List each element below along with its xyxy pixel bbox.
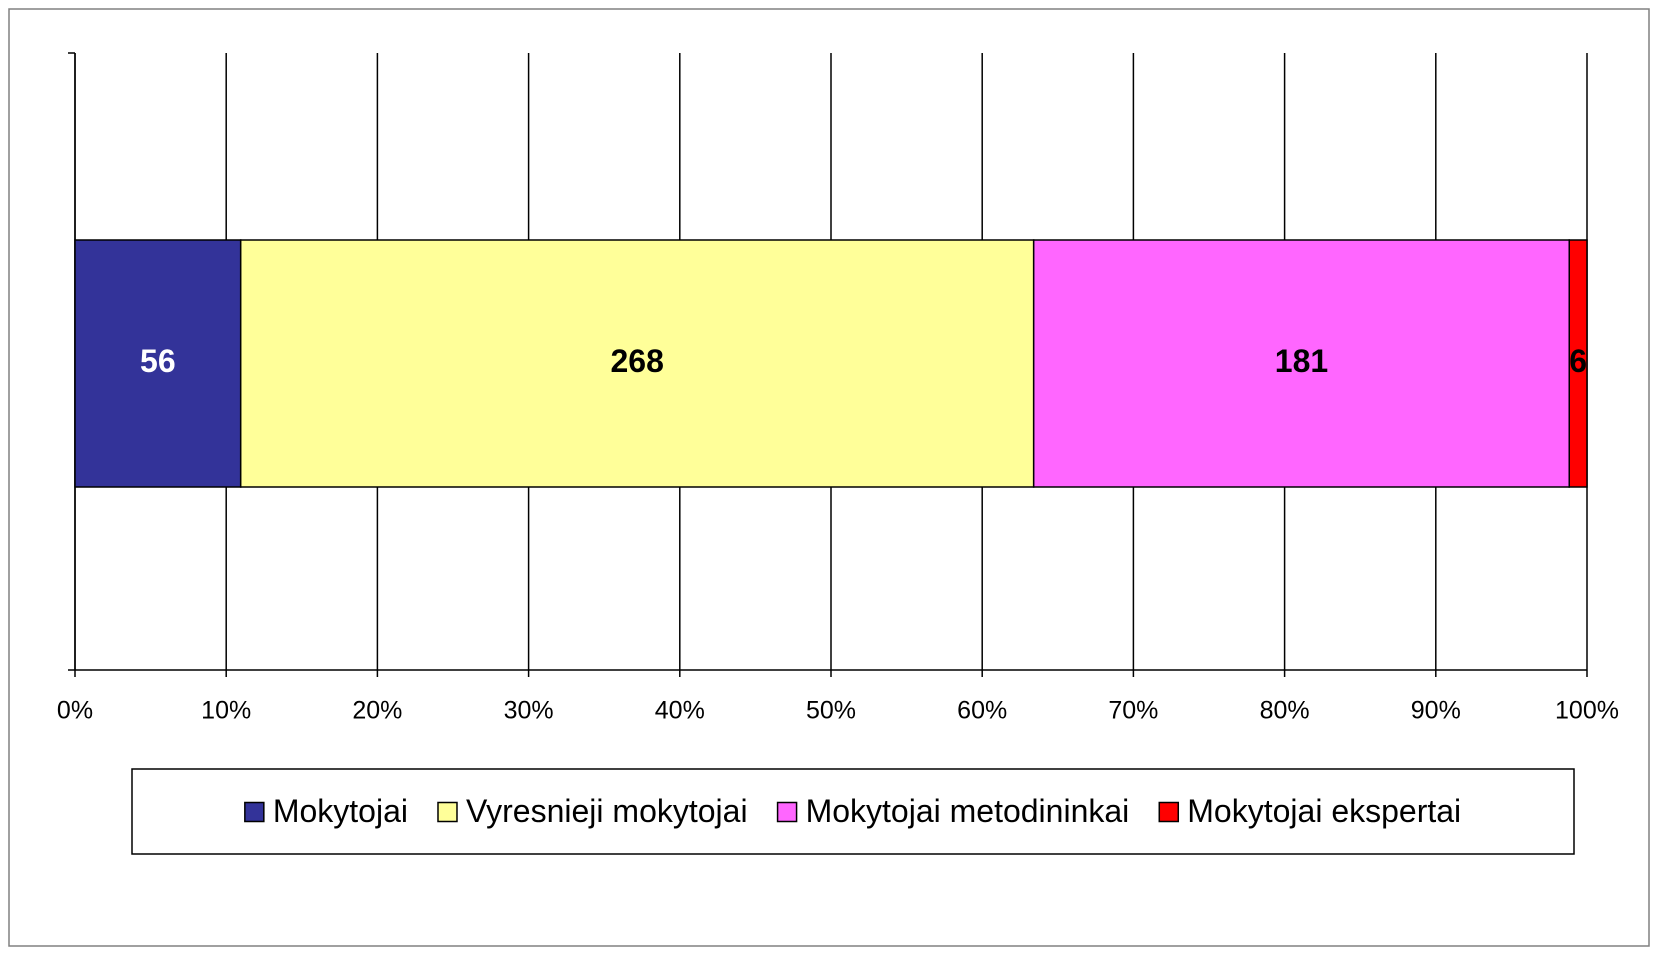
x-tick-label: 60% [957, 697, 1007, 725]
x-tick-label: 90% [1411, 697, 1461, 725]
x-tick-label: 20% [352, 697, 402, 725]
legend: Mokytojai Vyresnieji mokytojai Mokytojai m… [244, 793, 1461, 829]
legend-label: Vyresnieji mokytojai [466, 793, 748, 829]
legend-label: Mokytojai ekspertai [1187, 793, 1461, 829]
x-tick-label: 70% [1108, 697, 1158, 725]
x-tick-label: 40% [655, 697, 705, 725]
x-tick-label: 50% [806, 697, 856, 725]
x-tick-label: 30% [504, 697, 554, 725]
data-label: 6 [1569, 343, 1587, 379]
legend-label: Mokytojai metodininkai [806, 793, 1130, 829]
legend-swatch [776, 801, 798, 823]
bar-segment [1032, 239, 1570, 488]
legend-box [131, 768, 1575, 855]
legend-swatch [244, 801, 265, 823]
legend-label: Mokytojai [273, 793, 408, 829]
data-label: 181 [1275, 343, 1328, 379]
bar-segment [239, 239, 1035, 488]
legend-swatch [437, 801, 458, 823]
x-tick-label: 80% [1260, 697, 1310, 725]
bar-segment [1568, 239, 1588, 488]
legend-swatch [1158, 801, 1180, 823]
x-tick-label: 0% [57, 697, 93, 725]
x-tick-label: 10% [201, 697, 251, 725]
bar-segment [74, 239, 242, 488]
x-tick-label: 100% [1555, 697, 1619, 725]
data-label: 56 [140, 343, 176, 379]
data-label: 268 [610, 343, 663, 379]
